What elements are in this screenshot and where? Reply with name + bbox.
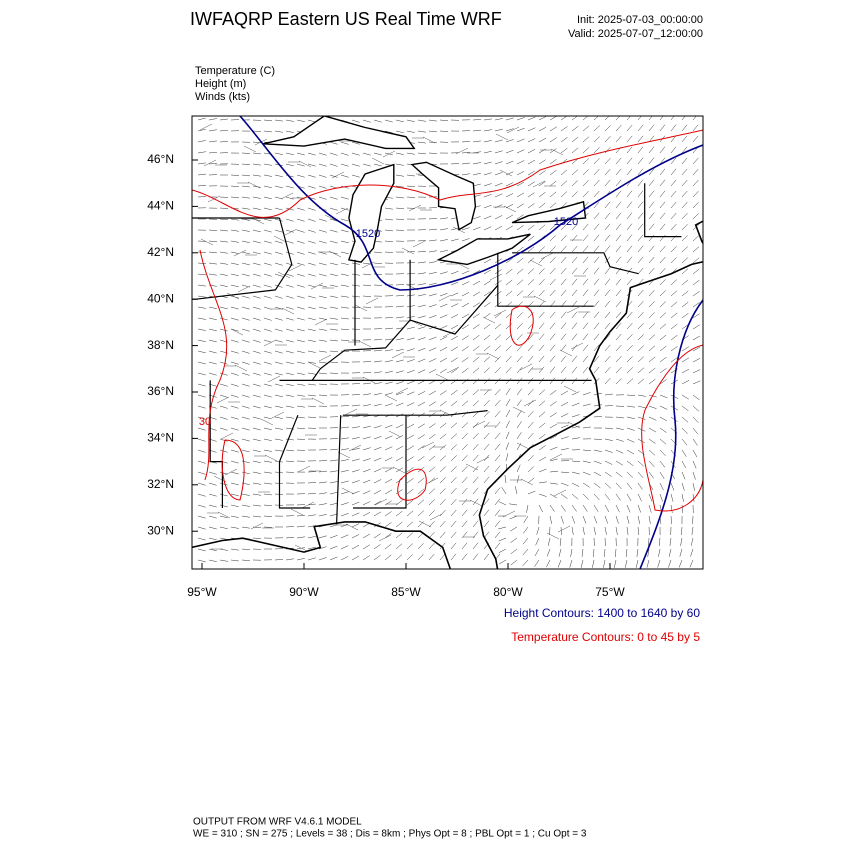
lat-label: 30°N xyxy=(147,523,174,537)
valid-time: Valid: 2025-07-07_12:00:00 xyxy=(568,28,703,40)
height-legend: Height Contours: 1400 to 1640 by 60 xyxy=(504,606,700,620)
lon-label: 85°W xyxy=(391,585,421,599)
contour-label: 1520 xyxy=(356,228,380,240)
lat-label: 34°N xyxy=(147,431,174,445)
lat-label: 36°N xyxy=(147,384,174,398)
contour-label: 30 xyxy=(199,416,211,428)
lon-label: 90°W xyxy=(289,585,319,599)
field-label: Winds (kts) xyxy=(195,91,250,103)
lat-label: 32°N xyxy=(147,477,174,491)
init-time: Init: 2025-07-03_00:00:00 xyxy=(577,14,703,26)
footer-line: OUTPUT FROM WRF V4.6.1 MODEL xyxy=(193,817,362,828)
field-label: Height (m) xyxy=(195,78,246,90)
lat-label: 46°N xyxy=(147,152,174,166)
title: IWFAQRP Eastern US Real Time WRF xyxy=(190,9,502,29)
lat-label: 38°N xyxy=(147,338,174,352)
temperature-legend: Temperature Contours: 0 to 45 by 5 xyxy=(511,630,700,644)
lon-label: 80°W xyxy=(493,585,523,599)
lat-label: 42°N xyxy=(147,245,174,259)
lat-label: 40°N xyxy=(147,291,174,305)
field-label: Temperature (C) xyxy=(195,65,275,77)
lat-label: 44°N xyxy=(147,199,174,213)
lon-label: 95°W xyxy=(187,585,217,599)
contour-label: 1520 xyxy=(554,216,578,228)
footer-line: WE = 310 ; SN = 275 ; Levels = 38 ; Dis … xyxy=(193,829,587,840)
lon-label: 75°W xyxy=(595,585,625,599)
